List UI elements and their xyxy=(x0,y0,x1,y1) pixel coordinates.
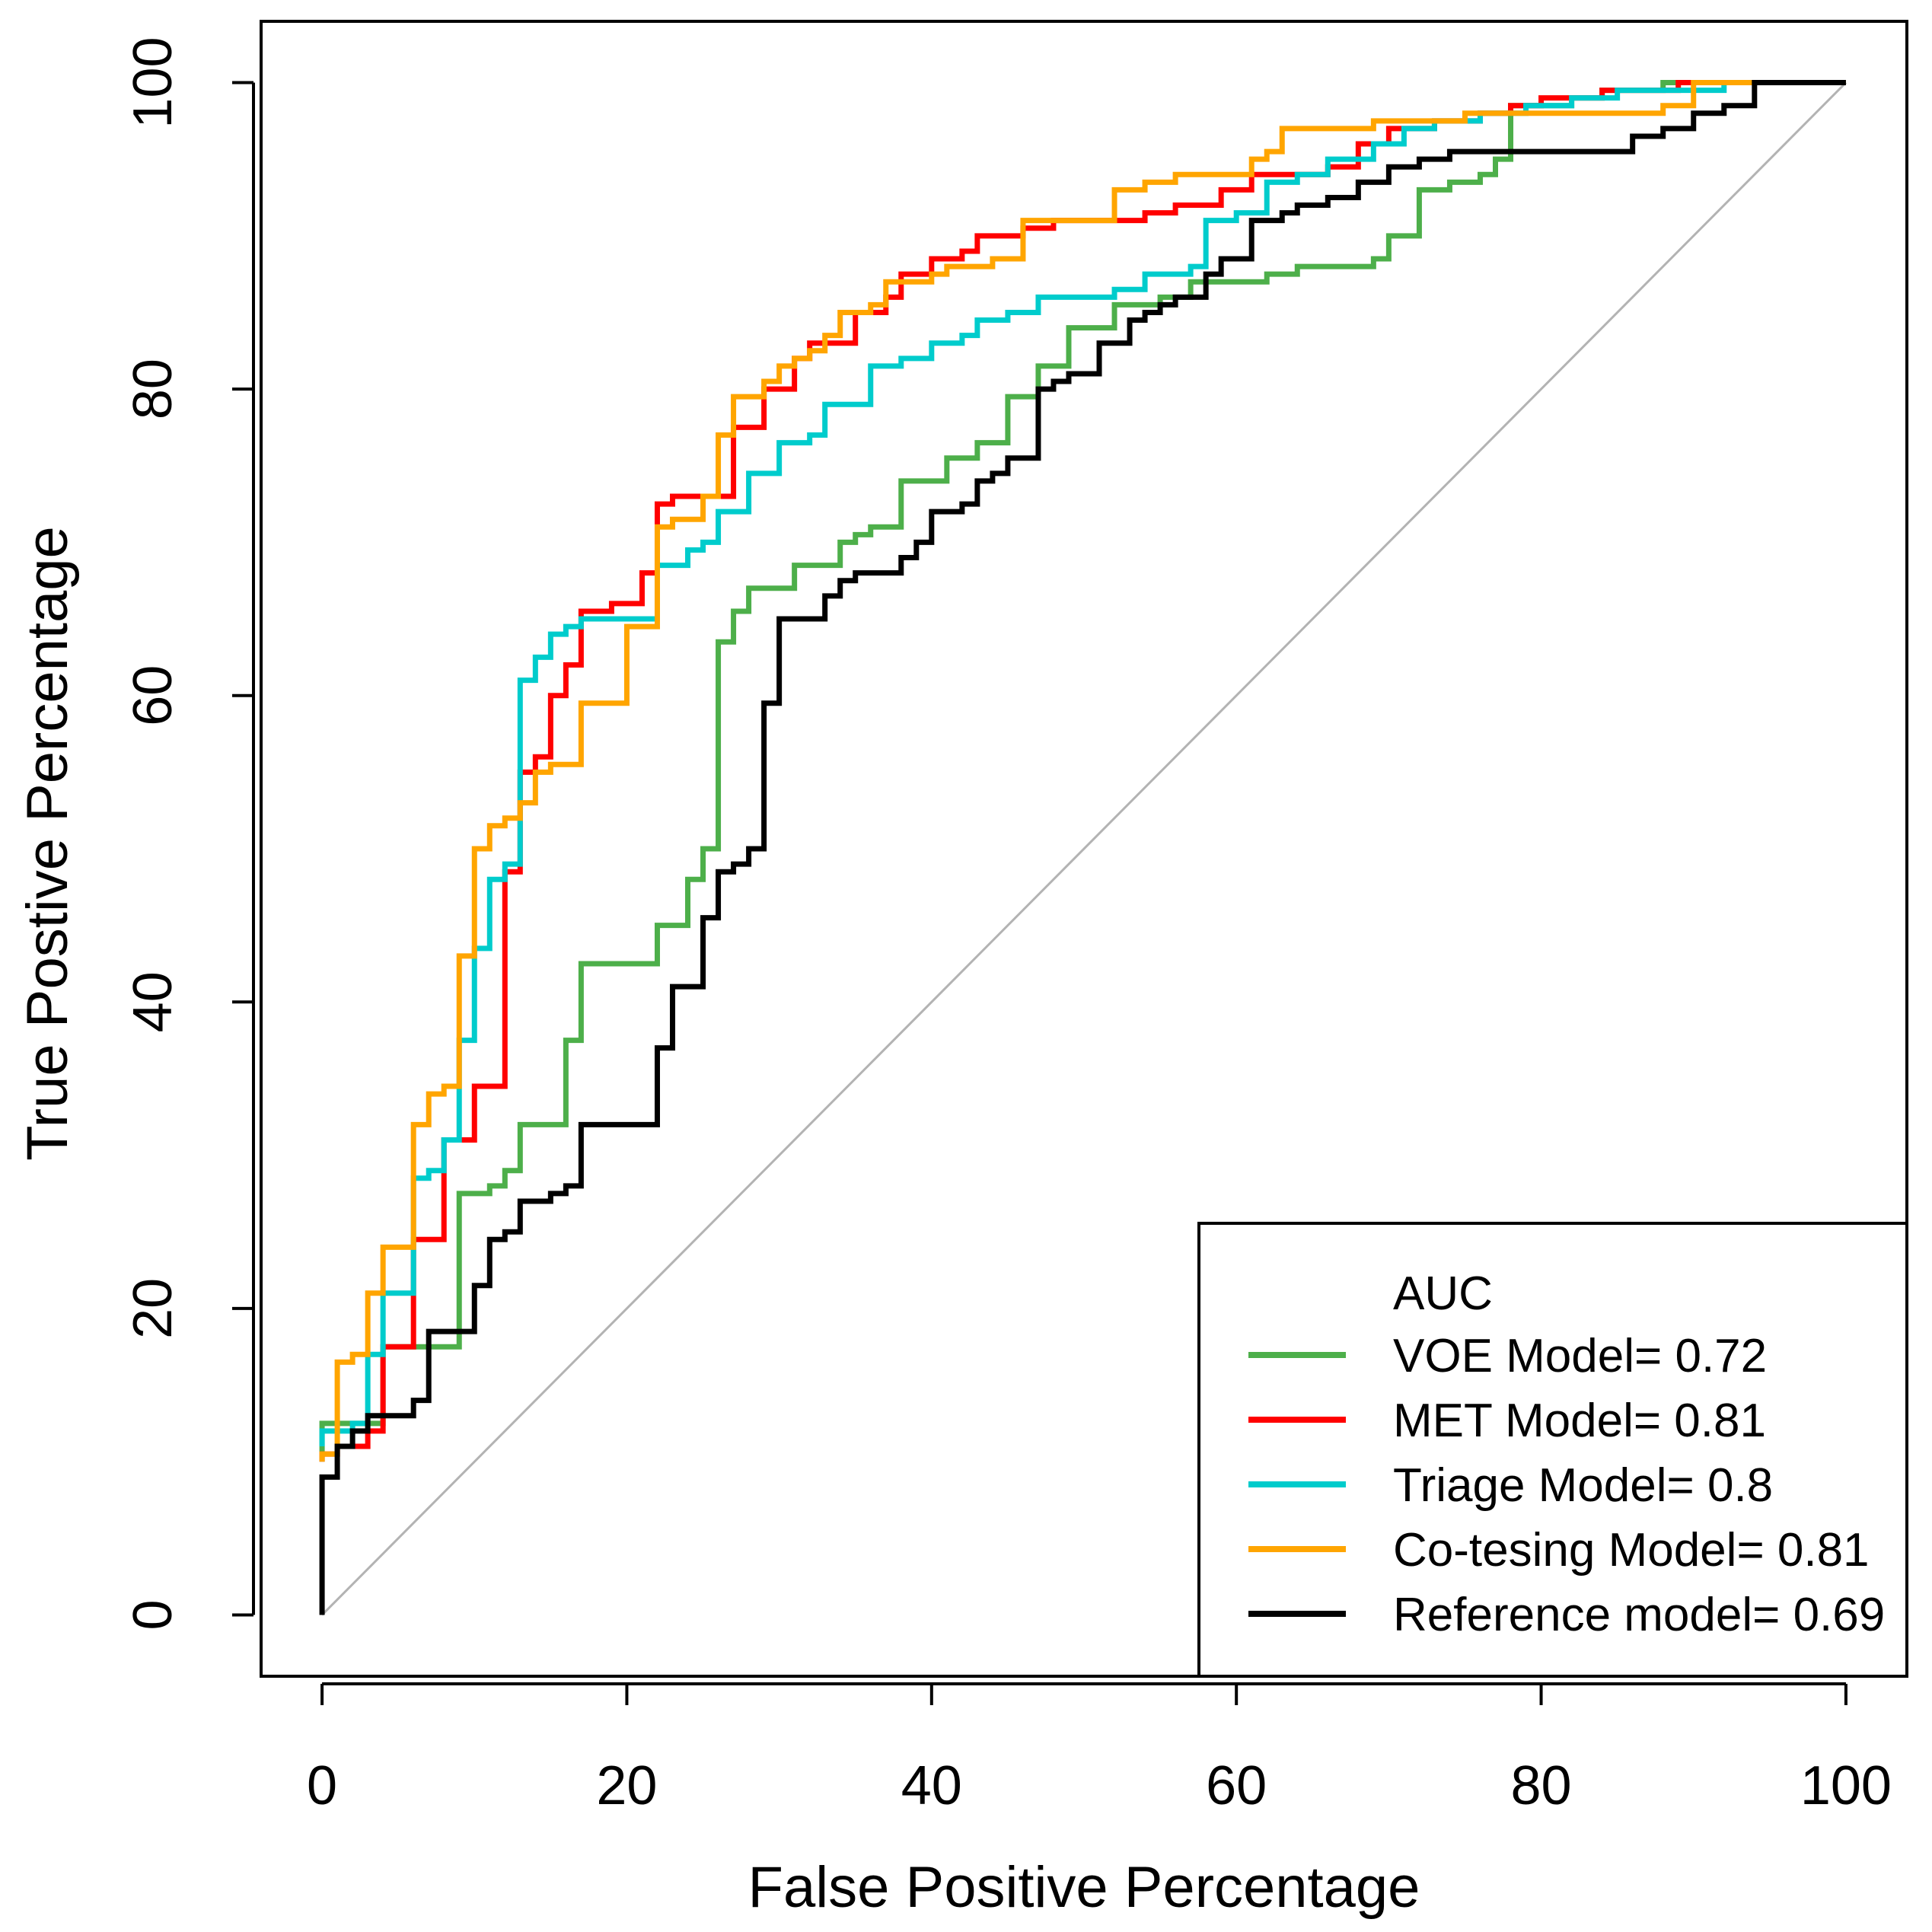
x-tick-label: 60 xyxy=(1206,1755,1267,1816)
series-line-4 xyxy=(319,80,1846,1462)
y-tick-label: 100 xyxy=(123,37,183,128)
series-line-3 xyxy=(319,80,1846,1447)
legend: AUC VOE Model= 0.72 MET Model= 0.81 Triage… xyxy=(1197,1222,1908,1678)
y-tick-label: 40 xyxy=(123,971,183,1032)
plot-border xyxy=(260,20,1908,1678)
y-axis-label: True Postive Percentage xyxy=(15,526,80,1161)
x-tick-label: 20 xyxy=(596,1755,657,1816)
legend-label-1: VOE Model= 0.72 xyxy=(1393,1330,1767,1382)
y-tick-label: 80 xyxy=(123,359,183,419)
x-tick-label: 80 xyxy=(1511,1755,1572,1816)
y-axis: 0 20 40 60 80 100 xyxy=(123,37,255,1631)
reference-diagonal-layer xyxy=(321,81,1847,1616)
legend-items: VOE Model= 0.72 MET Model= 0.81 Triage Mod… xyxy=(1248,1330,1885,1641)
reference-diagonal-line xyxy=(321,81,1847,1616)
series-line-5 xyxy=(319,80,1846,1615)
legend-label-5: Reference model= 0.69 xyxy=(1393,1589,1885,1641)
x-tick-label: 0 xyxy=(307,1755,337,1816)
x-tick-label: 40 xyxy=(901,1755,962,1816)
x-axis-label: False Positive Percentage xyxy=(748,1855,1420,1920)
series-layer xyxy=(319,80,1846,1615)
legend-label-2: MET Model= 0.81 xyxy=(1393,1395,1766,1447)
y-tick-label: 20 xyxy=(123,1278,183,1339)
series-line-1 xyxy=(319,80,1846,1462)
x-axis: 0 20 40 60 80 100 xyxy=(307,1682,1892,1816)
legend-label-3: Triage Model= 0.8 xyxy=(1393,1459,1773,1512)
legend-box xyxy=(1197,1222,1908,1678)
x-tick-label: 100 xyxy=(1800,1755,1892,1816)
y-tick-label: 0 xyxy=(123,1599,183,1630)
y-tick-label: 60 xyxy=(123,665,183,726)
legend-title: AUC xyxy=(1393,1267,1493,1320)
legend-label-4: Co-tesing Model= 0.81 xyxy=(1393,1524,1870,1577)
